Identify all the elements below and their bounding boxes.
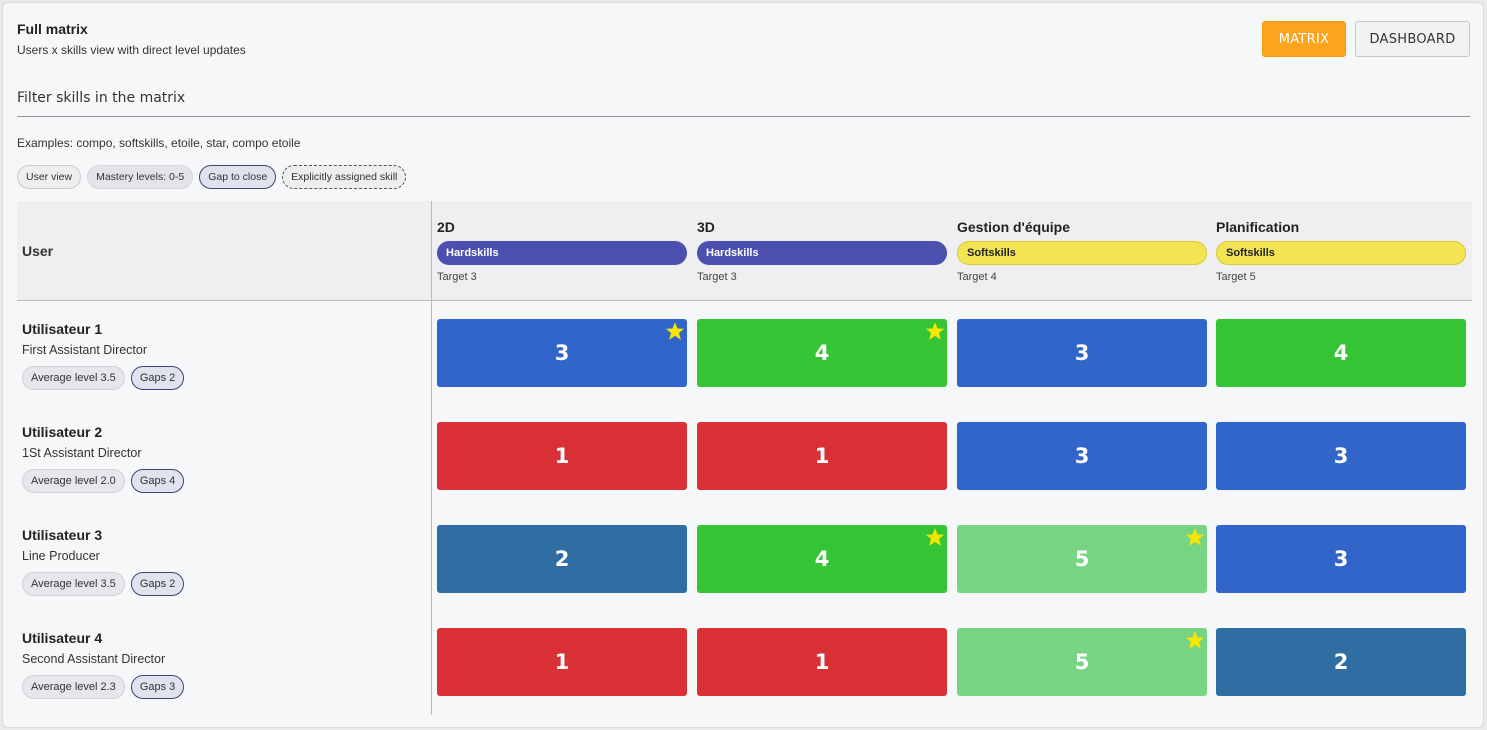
level-value: 5 <box>1074 547 1090 571</box>
star-icon <box>665 321 685 341</box>
user-name: Utilisateur 3 <box>22 527 103 543</box>
skill-category-badge: Hardskills <box>697 241 947 265</box>
level-cell[interactable]: 1 <box>437 628 687 696</box>
legend-chip-explicit-skill: Explicitly assigned skill <box>282 165 407 189</box>
level-cell[interactable]: 3 <box>1216 525 1466 593</box>
level-value: 1 <box>554 444 570 468</box>
level-value: 3 <box>1074 444 1090 468</box>
page-title: Full matrix <box>17 21 88 37</box>
average-level-badge: Average level 3.5 <box>22 366 125 390</box>
skill-column-header: 2D Hardskills Target 3 <box>437 219 687 283</box>
level-value: 5 <box>1074 650 1090 674</box>
user-badges: Average level 3.5 Gaps 2 <box>22 366 185 390</box>
average-level-badge: Average level 2.3 <box>22 675 125 699</box>
level-cell[interactable]: 1 <box>697 422 947 490</box>
table-row: Utilisateur 3 Line Producer Average level … <box>17 507 1472 610</box>
level-value: 4 <box>814 547 830 571</box>
level-value: 3 <box>1333 547 1349 571</box>
average-level-badge: Average level 3.5 <box>22 572 125 596</box>
star-icon <box>1185 630 1205 650</box>
level-cell[interactable]: 4 <box>697 319 947 387</box>
legend-chips: User view Mastery levels: 0-5 Gap to clo… <box>17 165 407 189</box>
column-divider <box>431 201 432 715</box>
legend-chip-mastery-levels: Mastery levels: 0-5 <box>87 165 194 189</box>
table-header: User 2D Hardskills Target 3 3D Hardskills Tar… <box>17 201 1472 301</box>
level-value: 4 <box>1333 341 1349 365</box>
user-badges: Average level 2.0 Gaps 4 <box>22 469 185 493</box>
user-badges: Average level 3.5 Gaps 2 <box>22 572 185 596</box>
gaps-badge: Gaps 2 <box>130 366 185 390</box>
skill-column-header: 3D Hardskills Target 3 <box>697 219 947 283</box>
user-role: Second Assistant Director <box>22 652 166 666</box>
matrix-view-button[interactable]: MATRIX <box>1262 21 1346 57</box>
skill-category-badge: Softskills <box>957 241 1207 265</box>
gaps-badge: Gaps 4 <box>130 469 185 493</box>
dashboard-view-button[interactable]: DASHBOARD <box>1355 21 1470 57</box>
star-icon <box>1185 527 1205 547</box>
level-value: 3 <box>1333 444 1349 468</box>
level-cell[interactable]: 5 <box>957 525 1207 593</box>
skill-name: Gestion d'équipe <box>957 219 1071 235</box>
skill-category-badge: Hardskills <box>437 241 687 265</box>
gaps-badge: Gaps 3 <box>130 675 185 699</box>
level-cell[interactable]: 3 <box>437 319 687 387</box>
user-role: First Assistant Director <box>22 343 148 357</box>
skill-column-header: Gestion d'équipe Softskills Target 4 <box>957 219 1207 283</box>
average-level-badge: Average level 2.0 <box>22 469 125 493</box>
star-icon <box>925 321 945 341</box>
skill-name: Planification <box>1216 219 1300 235</box>
skill-filter-input[interactable] <box>17 79 1470 117</box>
level-value: 3 <box>1074 341 1090 365</box>
star-icon <box>925 527 945 547</box>
legend-chip-user-view: User view <box>17 165 82 189</box>
user-name: Utilisateur 2 <box>22 424 103 440</box>
level-value: 2 <box>1333 650 1349 674</box>
level-value: 2 <box>554 547 570 571</box>
level-cell[interactable]: 4 <box>697 525 947 593</box>
level-cell[interactable]: 1 <box>697 628 947 696</box>
level-value: 1 <box>814 650 830 674</box>
table-row: Utilisateur 2 1St Assistant Director Avera… <box>17 404 1472 507</box>
user-name: Utilisateur 4 <box>22 630 103 646</box>
user-role: 1St Assistant Director <box>22 446 142 460</box>
skill-target: Target 5 <box>1216 271 1256 283</box>
skill-category-badge: Softskills <box>1216 241 1466 265</box>
user-badges: Average level 2.3 Gaps 3 <box>22 675 185 699</box>
gaps-badge: Gaps 2 <box>130 572 185 596</box>
skill-name: 3D <box>697 219 715 235</box>
level-cell[interactable]: 3 <box>1216 422 1466 490</box>
table-row: Utilisateur 1 First Assistant Director Ave… <box>17 301 1472 404</box>
level-cell[interactable]: 3 <box>957 319 1207 387</box>
table-row: Utilisateur 4 Second Assistant Director Av… <box>17 610 1472 713</box>
filter-examples: Examples: compo, softskills, etoile, sta… <box>17 136 301 150</box>
level-cell[interactable]: 2 <box>437 525 687 593</box>
level-value: 3 <box>554 341 570 365</box>
page-subtitle: Users x skills view with direct level up… <box>17 43 246 57</box>
level-cell[interactable]: 3 <box>957 422 1207 490</box>
skill-column-header: Planification Softskills Target 5 <box>1216 219 1466 283</box>
skill-target: Target 3 <box>697 271 737 283</box>
user-column-header: User <box>22 243 54 259</box>
skill-name: 2D <box>437 219 455 235</box>
level-cell[interactable]: 2 <box>1216 628 1466 696</box>
user-role: Line Producer <box>22 549 100 563</box>
skill-target: Target 4 <box>957 271 997 283</box>
user-name: Utilisateur 1 <box>22 321 103 337</box>
level-cell[interactable]: 5 <box>957 628 1207 696</box>
level-value: 1 <box>554 650 570 674</box>
level-value: 1 <box>814 444 830 468</box>
level-value: 4 <box>814 341 830 365</box>
skill-target: Target 3 <box>437 271 477 283</box>
skills-matrix-table: User 2D Hardskills Target 3 3D Hardskills Tar… <box>17 201 1472 717</box>
level-cell[interactable]: 4 <box>1216 319 1466 387</box>
level-cell[interactable]: 1 <box>437 422 687 490</box>
legend-chip-gap: Gap to close <box>199 165 277 189</box>
